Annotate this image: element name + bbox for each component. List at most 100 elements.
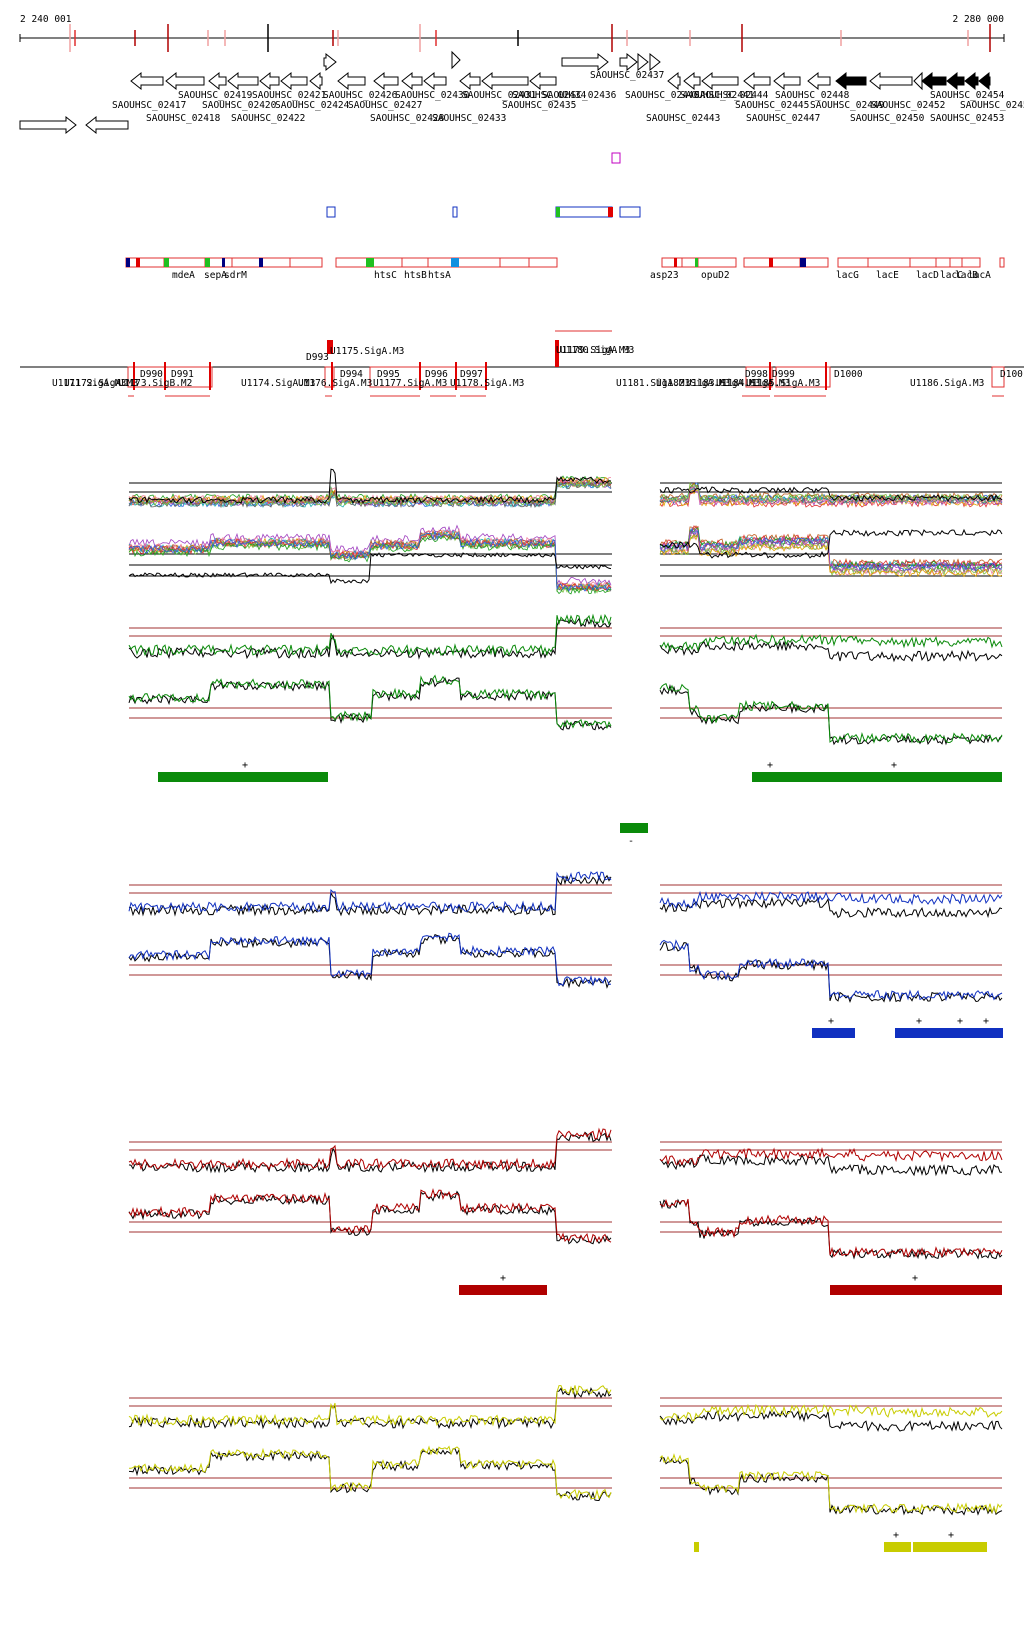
gene-label: SAOUHSC_02437 — [590, 70, 664, 81]
expression-trace — [659, 1153, 1003, 1177]
gene-label: SAOUHSC_02428 — [370, 113, 445, 124]
expression-trace — [659, 1198, 1003, 1260]
gene-label: SAOUHSC_02440 — [625, 90, 700, 101]
reg-label: D993 — [306, 352, 329, 363]
name-mark — [366, 258, 374, 267]
gene-arrow — [259, 71, 280, 91]
segment-bar — [830, 1285, 1002, 1295]
gene-arrow — [373, 71, 399, 91]
expression-trace — [128, 529, 612, 591]
gene-name-label: lacC — [940, 270, 963, 281]
gene-arrow — [743, 71, 771, 91]
name-box — [661, 257, 683, 268]
gene-name-label: htsC — [374, 270, 397, 281]
gene-arrow — [667, 71, 681, 91]
gene-arrow — [529, 71, 557, 91]
expression-trace — [128, 552, 612, 585]
expression-trace — [659, 485, 1003, 505]
reg-mark — [555, 340, 559, 367]
reg-box — [127, 366, 213, 388]
gene-label: SAOUHSC_02447 — [746, 113, 820, 124]
name-box — [261, 257, 291, 268]
blue-segment-bars: + + + + — [812, 1016, 1003, 1038]
feature-box — [326, 206, 336, 218]
reg-label: U1184.SigA.M3 — [716, 378, 790, 389]
expression-trace — [128, 524, 612, 586]
strand-plus: + — [828, 1016, 834, 1027]
name-box — [837, 257, 869, 268]
gene-label: SAOUHSC_02420 — [202, 100, 277, 111]
segment-bar — [620, 823, 648, 833]
expression-trace — [659, 1403, 1003, 1422]
gene-name-label: htsB — [404, 270, 427, 281]
gene-name-label: lacA — [968, 270, 991, 281]
expression-blue-panel — [128, 871, 1003, 1003]
name-box — [335, 257, 369, 268]
strand-plus: + — [957, 1016, 963, 1027]
segment-bar — [812, 1028, 855, 1038]
gene-label: SAOUHSC_02454 — [930, 90, 1005, 101]
expression-multi-condition-panel — [128, 468, 1003, 595]
strand-plus: + — [767, 760, 773, 771]
expression-trace — [659, 1147, 1003, 1166]
expression-trace — [659, 1198, 1003, 1258]
expression-trace — [128, 468, 612, 505]
expression-trace — [659, 1410, 1003, 1432]
gene-arrow — [309, 71, 323, 91]
gene-label: SAOUHSC_02453 — [930, 113, 1004, 124]
expression-trace — [128, 528, 612, 591]
segment-bar — [158, 772, 328, 782]
expression-trace — [128, 932, 612, 987]
feature-box — [555, 206, 613, 218]
reg-label: D997 — [460, 369, 483, 380]
gene-label: SAOUHSC_02424 — [275, 100, 350, 111]
expression-trace — [659, 528, 1003, 559]
gene-label: SAOUHSC_02448 — [775, 90, 850, 101]
gene-label: SAOUHSC_02441 — [680, 90, 755, 101]
yellow-segment-bars: + + — [694, 1530, 987, 1552]
reg-label: D998 — [745, 369, 768, 380]
gene-label: SAOUHSC_02427 — [348, 100, 422, 111]
name-box — [743, 257, 771, 268]
name-box — [935, 257, 951, 268]
gene-arrow — [807, 71, 831, 91]
expression-red-panel — [128, 1127, 1003, 1260]
gene-track — [19, 50, 991, 135]
reg-label: U1178.SigA.M3 — [450, 378, 524, 389]
strand-plus: + — [893, 1530, 899, 1541]
gene-label: SAOUHSC_02418 — [146, 113, 221, 124]
red-segment-bars: + + — [459, 1273, 1002, 1295]
gene-label: SAOUHSC_02449 — [810, 100, 885, 111]
segment-bar — [459, 1285, 547, 1295]
gene-name-label: htsA — [428, 270, 451, 281]
name-box — [528, 257, 558, 268]
expression-trace — [128, 529, 612, 593]
strand-plus: + — [500, 1273, 506, 1284]
expression-trace — [128, 535, 612, 595]
gene-label: SAOUHSC_02444 — [694, 90, 769, 101]
gene-label: SAOUHSC_02450 — [850, 113, 925, 124]
reg-box — [775, 366, 831, 388]
expression-trace — [128, 1385, 612, 1427]
gene-label: SAOUHSC_02422 — [231, 113, 305, 124]
gene-arrow — [423, 71, 447, 91]
gene-name-label: mdeA — [172, 270, 195, 281]
name-mark — [451, 258, 459, 267]
strand-plus: + — [891, 760, 897, 771]
strand-plus: + — [916, 1016, 922, 1027]
expression-trace — [659, 527, 1003, 572]
reg-box — [745, 366, 773, 388]
gene-name-label: lacE — [876, 270, 899, 281]
gene-arrow — [637, 52, 649, 72]
expression-trace — [659, 941, 1003, 1003]
feature-box — [452, 206, 458, 218]
gene-arrow — [869, 71, 913, 91]
regulatory-track — [20, 330, 1024, 397]
gene-arrow — [921, 71, 947, 91]
name-box — [909, 257, 937, 268]
gene-arrow — [619, 52, 638, 72]
reg-label: U1175.SigA.M3 — [330, 346, 404, 357]
gene-arrow — [165, 71, 205, 91]
gene-label: SAOUHSC_02419 — [178, 90, 253, 101]
reg-label: U1183.SigA.M3 — [686, 378, 760, 389]
